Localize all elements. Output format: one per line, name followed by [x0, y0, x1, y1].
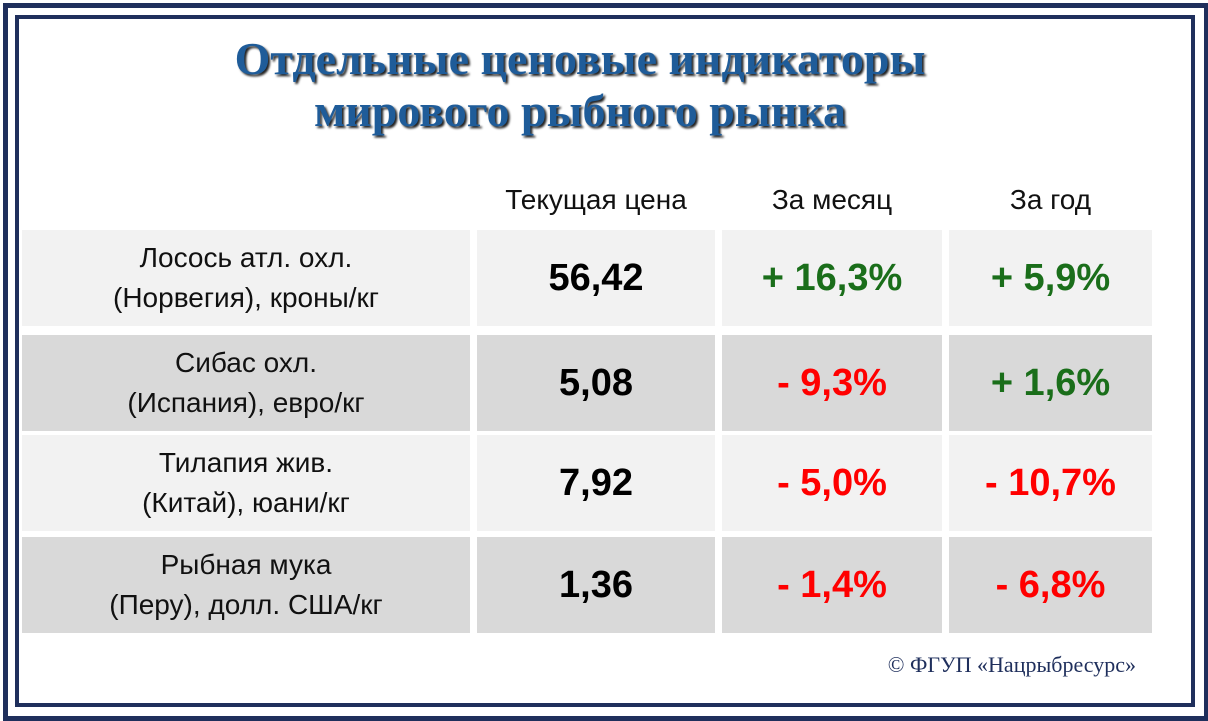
column-header: Текущая цена: [505, 184, 687, 215]
label-line: Рыбная мука: [160, 549, 332, 580]
year-change: + 1,6%: [949, 335, 1152, 431]
title-line: Отдельные ценовые индикаторы: [234, 33, 926, 84]
label-line: Тилапия жив.: [158, 447, 334, 478]
label-line: Сибас охл.: [175, 347, 317, 378]
row-label: Тилапия жив. (Китай), юани/кг: [22, 435, 470, 531]
column-header: За год: [1009, 184, 1092, 215]
year-change: - 6,8%: [949, 537, 1152, 633]
price: 1,36: [477, 537, 715, 633]
title-line: мирового рыбного рынка: [313, 85, 847, 136]
year-change: - 10,7%: [949, 435, 1152, 531]
outer-frame: [3, 3, 1208, 721]
label-line: (Испания), евро/кг: [127, 387, 365, 418]
row-label: Рыбная мука (Перу), долл. США/кг: [22, 537, 470, 633]
label-line: (Китай), юани/кг: [142, 487, 350, 518]
month-change: + 16,3%: [722, 230, 942, 326]
month-change: - 9,3%: [722, 335, 942, 431]
row-label: Сибас охл. (Испания), евро/кг: [22, 335, 470, 431]
price: 5,08: [477, 335, 715, 431]
label-line: (Перу), долл. США/кг: [109, 589, 383, 620]
price: 7,92: [477, 435, 715, 531]
row-label: Лосось атл. охл. (Норвегия), кроны/кг: [22, 230, 470, 326]
footer: © ФГУП «Нацрыбресурс»: [887, 652, 1136, 677]
price: 56,42: [477, 230, 715, 326]
month-change: - 1,4%: [722, 537, 942, 633]
column-header: За месяц: [771, 184, 893, 215]
year-change: + 5,9%: [949, 230, 1152, 326]
inner-frame: [15, 15, 1195, 707]
month-change: - 5,0%: [722, 435, 942, 531]
label-line: Лосось атл. охл.: [139, 242, 353, 273]
label-line: (Норвегия), кроны/кг: [113, 282, 379, 313]
